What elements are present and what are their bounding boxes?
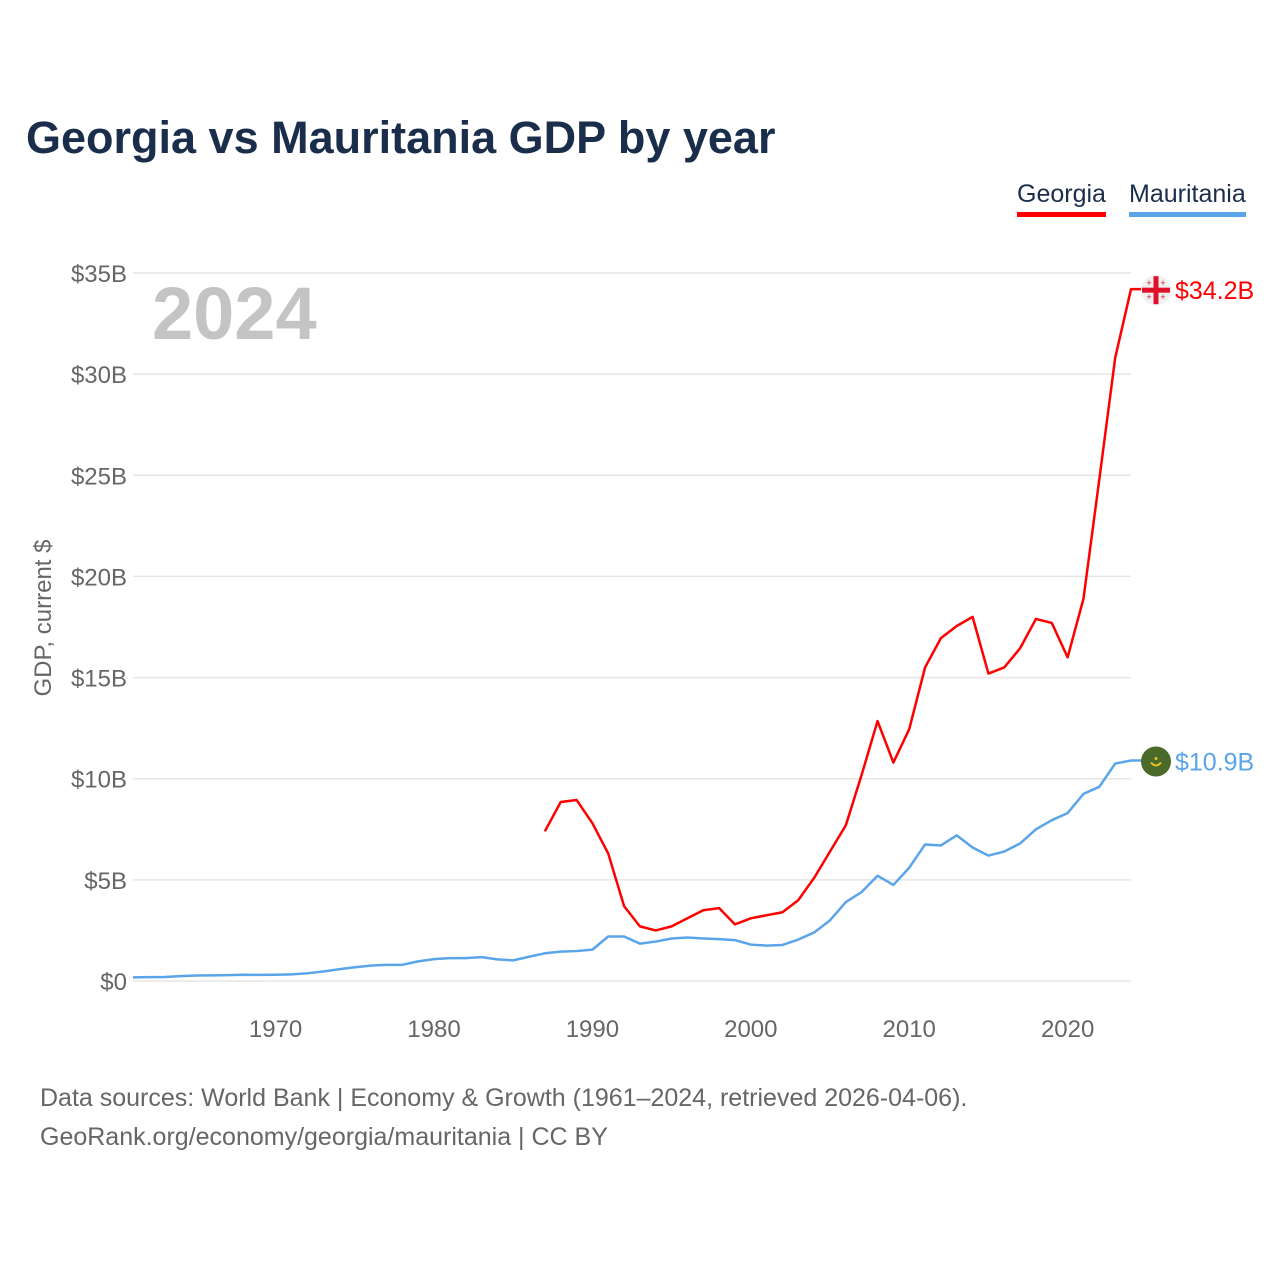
series-line-mauritania [132, 759, 1141, 979]
flag-small-cross: + [1146, 292, 1151, 302]
y-tick-label: $10B [71, 767, 127, 794]
y-tick-label: $30B [71, 362, 127, 389]
flag-cross-v [1153, 276, 1159, 305]
mauritania-flag-icon [1141, 746, 1171, 777]
legend-mauritania[interactable]: Mauritania [1129, 180, 1246, 217]
y-tick-label: $25B [71, 463, 127, 490]
x-tick-label: 2010 [883, 1016, 936, 1043]
year-watermark: 2024 [152, 272, 317, 355]
x-tick-label: 2020 [1041, 1016, 1094, 1043]
y-tick-label: $35B [71, 261, 127, 288]
end-label-mauritania: $10.9B [1175, 749, 1254, 777]
flag-small-cross: + [1146, 278, 1151, 288]
y-tick-label: $0 [100, 969, 127, 996]
x-tick-label: 2000 [724, 1016, 777, 1043]
flag-small-cross: + [1160, 292, 1165, 302]
flag-crescent [1150, 761, 1162, 767]
flag-star [1154, 757, 1158, 761]
x-tick-label: 1990 [566, 1016, 619, 1043]
footer-attribution: GeoRank.org/economy/georgia/mauritania |… [40, 1123, 608, 1151]
legend-georgia[interactable]: Georgia [1017, 180, 1106, 217]
y-tick-label: $15B [71, 666, 127, 693]
x-tick-label: 1980 [407, 1016, 460, 1043]
x-tick-label: 1970 [249, 1016, 302, 1043]
end-label-georgia: $34.2B [1175, 277, 1254, 305]
chart-title: Georgia vs Mauritania GDP by year [26, 112, 776, 163]
flag-small-cross: + [1160, 278, 1165, 288]
y-tick-label: $5B [84, 868, 127, 895]
series-line-georgia [543, 287, 1141, 932]
y-axis-label: GDP, current $ [30, 540, 57, 697]
footer-sources: Data sources: World Bank | Economy & Gro… [40, 1084, 968, 1112]
y-tick-label: $20B [71, 564, 127, 591]
